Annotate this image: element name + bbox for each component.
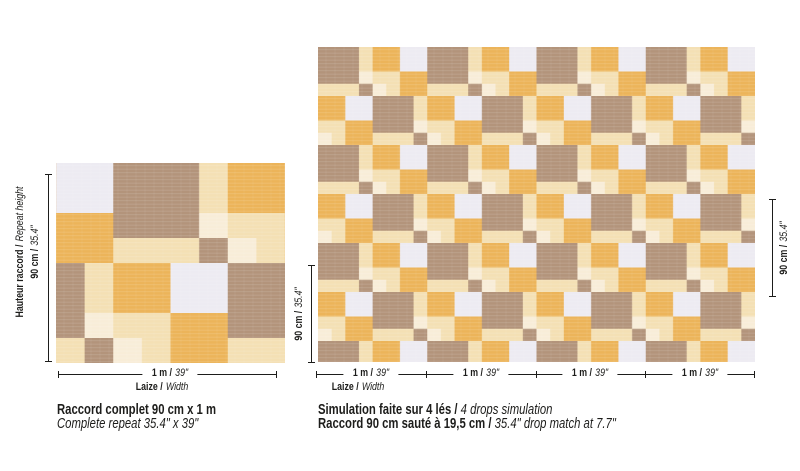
drop-width-in: 39" [486, 367, 500, 379]
sim-height-value-in: 35.4" [293, 287, 305, 308]
drop-width-in: 39" [705, 367, 719, 379]
width-value-in: 39" [175, 367, 189, 379]
sim-right-height-dimension-line [769, 199, 776, 297]
laize-label-en: Width [361, 381, 385, 393]
drop-width-m: 1 m / [681, 367, 702, 379]
width-value-m: 1 m / [151, 367, 172, 379]
laize-label-fr: Laize / [331, 381, 359, 393]
sim-height-value-cm: 90 cm / [778, 244, 790, 275]
left-repeat-height-label: Hauteur raccord / Repeat height [14, 170, 26, 334]
sim-right-height-value: 90 cm / 35.4" [778, 215, 790, 282]
repeat-height-label-en: Repeat height [14, 186, 26, 242]
sim-height-value-cm: 90 cm / [293, 310, 305, 341]
drop-width-m: 1 m / [571, 367, 592, 379]
left-caption-fr: Raccord complet 90 cm x 1 m [57, 402, 217, 418]
sim-caption-line1-fr: Simulation faite sur 4 lés / [318, 402, 458, 418]
drop-width-in: 39" [376, 367, 390, 379]
left-laize-label: Laize / Width [129, 381, 195, 394]
left-repeat-height-value: 90 cm / 35.4" [29, 219, 41, 286]
sim-caption-line2-en: 35.4" drop match at 7.7" [494, 416, 616, 432]
sim-caption-line1-en: 4 drops simulation [460, 402, 553, 418]
simulation-image [318, 47, 755, 362]
repeat-height-value-in: 35.4" [29, 225, 41, 246]
laize-label-fr: Laize / [135, 381, 163, 393]
left-width-value: 1 m /39" [142, 367, 198, 380]
sim-height-value-in: 35.4" [778, 221, 790, 242]
repeat-swatch-image [56, 163, 285, 363]
sim-left-height-dimension-line [308, 265, 315, 363]
sim-caption-line2-fr: Raccord 90 cm sauté à 19,5 cm / [318, 416, 492, 432]
drop-1-width: 1 m /39" [343, 367, 399, 380]
drop-width-m: 1 m / [462, 367, 483, 379]
drop-3-width: 1 m /39" [562, 367, 618, 380]
drop-4-width: 1 m /39" [672, 367, 728, 380]
drop-2-width: 1 m /39" [453, 367, 509, 380]
drop-width-in: 39" [595, 367, 609, 379]
simulation-caption: Simulation faite sur 4 lés /4 drops simu… [318, 402, 700, 432]
repeat-height-value-cm: 90 cm / [29, 248, 41, 279]
laize-label-en: Width [165, 381, 189, 393]
repeat-height-label-fr: Hauteur raccord / [14, 244, 26, 318]
sim-left-height-value: 90 cm / 35.4" [293, 281, 305, 348]
repeat-pattern-svg [56, 163, 285, 363]
left-caption-en: Complete repeat 35.4" x 39" [57, 416, 199, 432]
sim-width-dimension-line [316, 371, 755, 378]
left-caption: Raccord complet 90 cm x 1 m Complete rep… [57, 402, 261, 432]
drop-width-m: 1 m / [352, 367, 373, 379]
left-height-dimension-line [45, 174, 52, 362]
simulation-pattern-svg [318, 47, 755, 362]
sim-laize-label: Laize / Width [325, 381, 391, 394]
